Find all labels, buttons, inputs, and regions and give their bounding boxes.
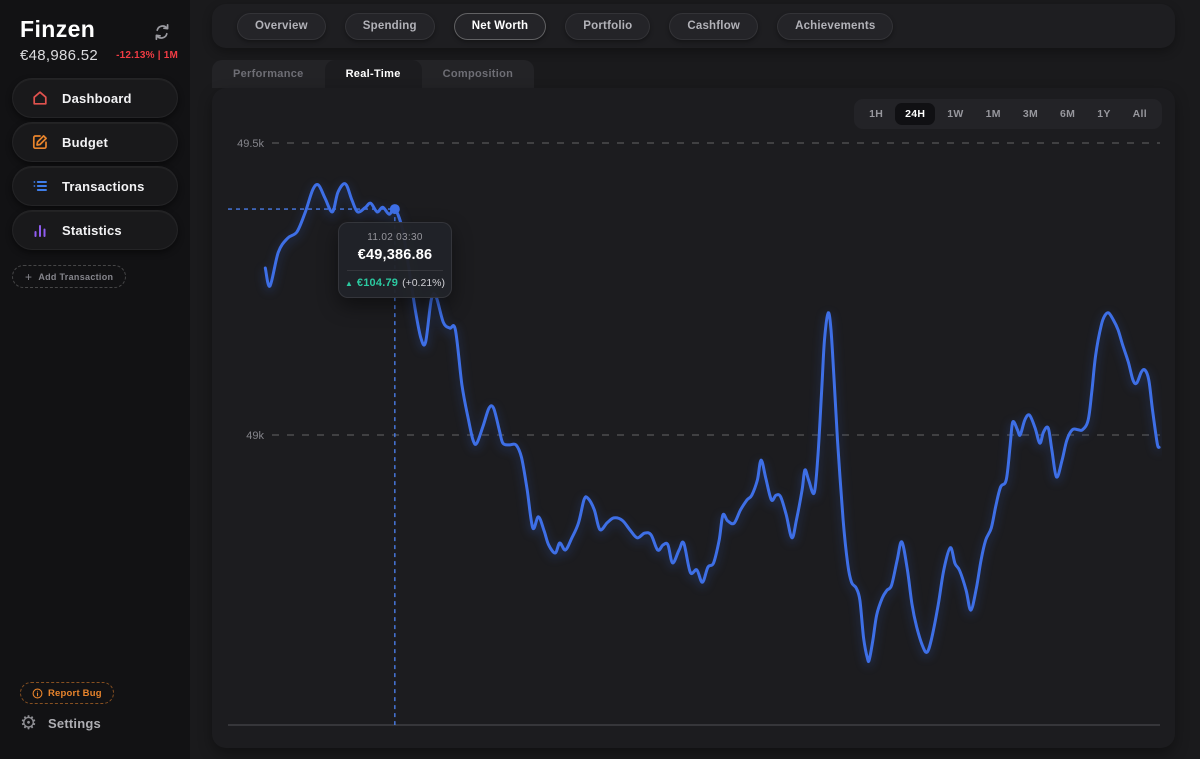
performance-badge: -12.13% | 1M xyxy=(116,50,178,61)
gear-icon: ⚙ xyxy=(20,713,38,734)
up-arrow-icon: ▲ xyxy=(345,279,353,288)
tooltip-value: €49,386.86 xyxy=(357,247,433,263)
refresh-button[interactable] xyxy=(150,21,174,45)
range-3m[interactable]: 3M xyxy=(1013,103,1048,125)
tab-achievements[interactable]: Achievements xyxy=(777,12,894,40)
home-icon xyxy=(33,91,47,105)
sidebar: Finzen €48,986.52 -12.13% | 1M Dashboard… xyxy=(0,0,190,759)
sidebar-item-label: Dashboard xyxy=(62,90,132,106)
main-content: Overview Spending Net Worth Portfolio Ca… xyxy=(190,0,1200,759)
range-6m[interactable]: 6M xyxy=(1050,103,1085,125)
active-point-marker xyxy=(389,204,400,215)
time-range-selector: 1H 24H 1W 1M 3M 6M 1Y All xyxy=(854,99,1162,129)
sidebar-item-label: Statistics xyxy=(62,222,122,238)
tooltip-delta-pct: (+0.21%) xyxy=(402,277,445,289)
networth-chart-panel: 1H 24H 1W 1M 3M 6M 1Y All 49.5k 49k 11.02… xyxy=(212,88,1175,748)
refresh-icon xyxy=(155,23,169,40)
sidebar-item-dashboard[interactable]: Dashboard xyxy=(12,78,178,118)
tab-cashflow[interactable]: Cashflow xyxy=(669,12,759,40)
list-icon xyxy=(33,181,47,191)
tooltip-change: ▲ €104.79 (+0.21%) xyxy=(345,277,445,289)
tab-composition[interactable]: Composition xyxy=(442,68,514,80)
sidebar-item-label: Transactions xyxy=(62,178,145,194)
tooltip-delta: €104.79 xyxy=(356,277,399,289)
range-1w[interactable]: 1W xyxy=(937,103,973,125)
tab-net-worth[interactable]: Net Worth xyxy=(453,12,547,40)
report-bug-button[interactable]: Report Bug xyxy=(20,682,114,704)
range-1y[interactable]: 1Y xyxy=(1087,103,1120,125)
tooltip-time: 11.02 03:30 xyxy=(367,232,423,243)
y-tick-label: 49k xyxy=(246,430,264,442)
settings-button[interactable]: ⚙ Settings xyxy=(20,714,101,733)
add-transaction-button[interactable]: + Add Transaction xyxy=(12,265,127,288)
app-logo: Finzen xyxy=(20,16,96,42)
range-all[interactable]: All xyxy=(1123,103,1157,125)
networth-line xyxy=(263,182,1161,664)
tab-real-time[interactable]: Real-Time xyxy=(324,60,422,88)
edit-icon xyxy=(32,135,47,150)
range-24h[interactable]: 24H xyxy=(895,103,936,125)
y-tick-label: 49.5k xyxy=(237,138,264,150)
view-tab-bar: Performance Real-Time Composition xyxy=(212,60,535,88)
sidebar-item-statistics[interactable]: Statistics xyxy=(12,210,178,250)
sidebar-item-label: Budget xyxy=(62,134,108,150)
report-bug-label: Report Bug xyxy=(48,687,102,699)
settings-label: Settings xyxy=(48,716,101,731)
range-1m[interactable]: 1M xyxy=(976,103,1011,125)
tab-performance[interactable]: Performance xyxy=(233,68,304,80)
tab-spending[interactable]: Spending xyxy=(344,12,435,40)
networth-chart[interactable]: 49.5k 49k xyxy=(228,130,1162,730)
range-1h[interactable]: 1H xyxy=(859,103,893,125)
info-icon xyxy=(32,688,43,698)
tab-portfolio[interactable]: Portfolio xyxy=(565,12,651,40)
balance-amount: €48,986.52 xyxy=(20,47,99,64)
bar-chart-icon xyxy=(34,225,46,237)
tooltip-divider xyxy=(347,270,443,271)
add-transaction-label: Add Transaction xyxy=(38,271,114,282)
tab-overview[interactable]: Overview xyxy=(237,12,326,40)
plus-icon: + xyxy=(25,269,33,284)
sidebar-item-transactions[interactable]: Transactions xyxy=(12,166,178,206)
chart-tooltip: 11.02 03:30 €49,386.86 ▲ €104.79 (+0.21%… xyxy=(338,222,452,298)
sidebar-item-budget[interactable]: Budget xyxy=(12,122,178,162)
section-tab-bar: Overview Spending Net Worth Portfolio Ca… xyxy=(212,4,1175,48)
